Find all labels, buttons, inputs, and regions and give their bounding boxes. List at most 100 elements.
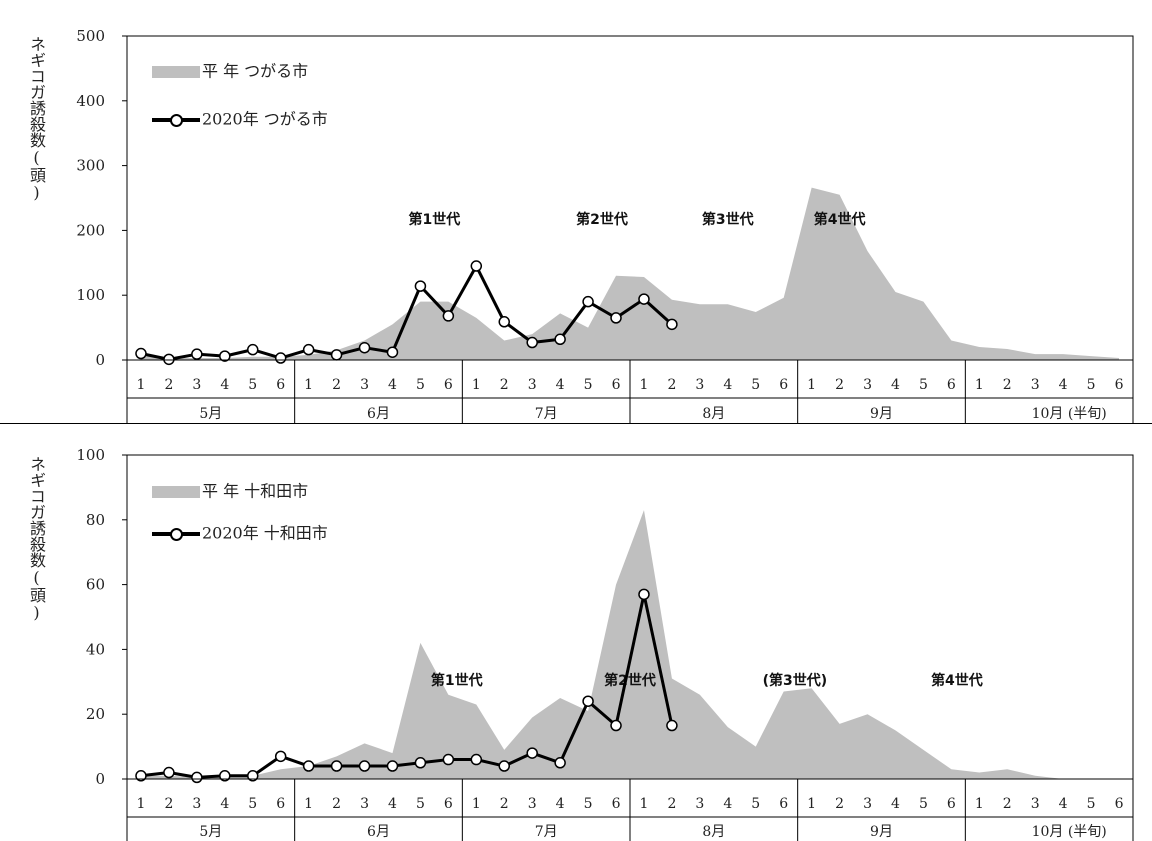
y-tick-label: 40 <box>86 640 105 658</box>
x-tick-label: 5 <box>919 377 928 393</box>
x-tick-label: 4 <box>556 796 565 812</box>
data-point <box>386 346 399 358</box>
legend-label: 2020年 十和田市 <box>202 523 328 543</box>
x-tick-label: 5 <box>416 377 425 393</box>
chart-towada: 0 20 40 60 80 100 第1世代 第2世代 (第3世代) 第4世代 1 2 3 4 5 6 1 2 3 4… <box>76 446 1134 841</box>
legend-label: 2020年 つがる市 <box>202 109 328 129</box>
x-tick-label: 3 <box>863 796 872 812</box>
x-tick-label: 2 <box>667 377 676 393</box>
generation-annotation: 第1世代 <box>409 211 461 228</box>
month-label: 9月 <box>870 406 893 422</box>
data-point <box>666 318 678 331</box>
y-tick-label: 500 <box>76 27 105 45</box>
month-label: 10月 (半旬) <box>1032 824 1107 840</box>
data-point <box>330 760 343 772</box>
x-tick-label: 5 <box>248 377 257 393</box>
x-tick-label: 3 <box>360 377 369 393</box>
data-point <box>470 753 483 766</box>
x-tick-label: 5 <box>416 796 425 812</box>
x-tick-label: 6 <box>947 796 956 812</box>
data-point <box>358 760 371 772</box>
x-tick-label: 6 <box>444 377 453 393</box>
x-tick-label: 3 <box>360 796 369 812</box>
y-tick-label: 400 <box>76 92 105 110</box>
generation-annotation: 第2世代 <box>576 211 628 228</box>
month-label: 6月 <box>367 406 390 422</box>
x-tick-label: 5 <box>584 377 593 393</box>
data-point <box>498 760 510 772</box>
x-tick-label: 2 <box>1003 377 1012 393</box>
generation-annotation: 第1世代 <box>431 672 483 689</box>
x-tick-label: 6 <box>276 796 285 812</box>
month-label: 9月 <box>870 824 893 840</box>
data-point <box>582 695 594 707</box>
generation-annotation: 第3世代 <box>702 211 754 228</box>
x-tick-label: 4 <box>388 796 397 812</box>
legend-item-average: 平 年 十和田市 <box>152 480 308 502</box>
x-tick-label: 2 <box>1003 796 1012 812</box>
x-tick-label: 6 <box>779 796 788 812</box>
x-tick-label: 5 <box>919 796 928 812</box>
x-tick-label: 2 <box>332 796 341 812</box>
data-point <box>610 312 622 324</box>
data-point <box>163 766 175 779</box>
legend-line-marker <box>152 109 200 131</box>
data-point <box>638 588 650 601</box>
x-tick-label: 5 <box>751 377 760 393</box>
y-tick-label: 20 <box>86 705 105 723</box>
y-axis-label: ネギコガ誘殺数(頭) <box>27 36 46 202</box>
data-point <box>414 757 427 769</box>
generation-annotation: 第4世代 <box>814 211 866 228</box>
x-tick-label: 1 <box>975 796 984 812</box>
y-tick-label: 100 <box>76 286 105 304</box>
x-tick-label: 5 <box>584 796 593 812</box>
x-tick-label: 3 <box>192 377 201 393</box>
data-point <box>163 353 175 366</box>
data-point <box>582 295 594 308</box>
month-label: 10月 (半旬) <box>1032 406 1107 422</box>
data-point <box>638 293 650 305</box>
series-area-average <box>140 510 1120 779</box>
data-point <box>135 347 147 360</box>
data-point <box>526 336 538 349</box>
legend-item-2020: 2020年 十和田市 <box>152 522 328 544</box>
x-tick-label: 1 <box>304 377 313 393</box>
data-point <box>330 349 343 361</box>
x-tick-label: 5 <box>248 796 257 812</box>
y-tick-label: 200 <box>76 221 105 239</box>
x-tick-label: 6 <box>612 377 621 393</box>
chart-panel-tsugaru: 0 100 200 300 400 500 第1世代 第2世代 第3世代 第4世代 1 2 3 4 5 6 1 2… <box>0 27 1152 424</box>
legend-label: 平 年 つがる市 <box>202 61 309 81</box>
x-tick-label: 6 <box>612 796 621 812</box>
data-point <box>498 316 510 328</box>
data-point <box>135 770 147 782</box>
y-tick-label: 0 <box>95 351 105 369</box>
x-tick-label: 5 <box>751 796 760 812</box>
y-tick-label: 100 <box>76 446 105 464</box>
month-label: 6月 <box>367 824 390 840</box>
x-tick-label: 4 <box>556 377 565 393</box>
x-tick-label: 2 <box>835 796 844 812</box>
x-tick-label: 3 <box>863 377 872 393</box>
month-label: 7月 <box>535 406 558 422</box>
x-tick-label: 3 <box>528 377 537 393</box>
legend-label: 平 年 十和田市 <box>202 481 309 501</box>
month-label: 8月 <box>702 406 725 422</box>
x-tick-label: 1 <box>304 796 313 812</box>
x-tick-label: 3 <box>695 796 704 812</box>
x-tick-label: 1 <box>472 796 481 812</box>
data-point <box>610 719 622 732</box>
data-point <box>554 333 566 346</box>
legend-item-average: 平 年 つがる市 <box>152 60 308 82</box>
x-tick-label: 6 <box>1115 377 1124 393</box>
data-point <box>442 310 455 322</box>
data-point <box>414 280 427 292</box>
month-label: 7月 <box>535 824 558 840</box>
x-tick-label: 4 <box>220 796 229 812</box>
x-tick-label: 2 <box>164 796 173 812</box>
x-tick-label: 6 <box>779 377 788 393</box>
x-tick-label: 2 <box>835 377 844 393</box>
x-tick-label: 4 <box>891 796 900 812</box>
x-tick-label: 6 <box>947 377 956 393</box>
x-tick-label: 6 <box>444 796 453 812</box>
